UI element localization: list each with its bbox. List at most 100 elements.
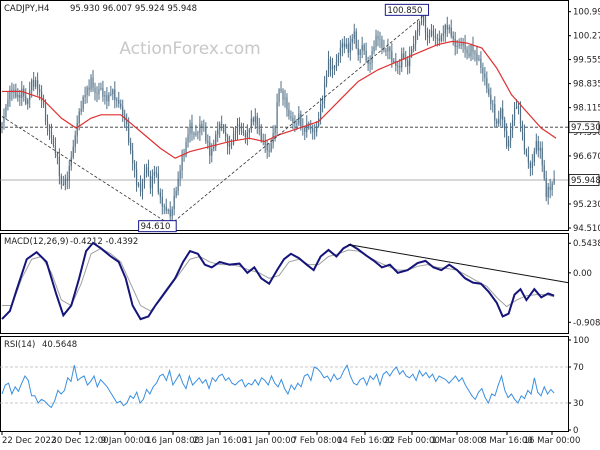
candle-body <box>549 186 551 190</box>
macd-panel-frame <box>0 233 569 334</box>
candle-body <box>521 123 524 133</box>
candle-body <box>102 88 104 97</box>
candle-body <box>86 87 88 95</box>
candle-body <box>304 127 306 132</box>
candle-body <box>128 124 130 143</box>
x-tick-label: 22 Dec 2022 <box>2 436 56 446</box>
candle-body <box>381 39 383 48</box>
candle-body <box>21 88 23 98</box>
candle-body <box>232 134 235 145</box>
candle-body <box>35 80 37 87</box>
candle-body <box>452 35 454 39</box>
candle-body <box>264 140 266 146</box>
candle-body <box>320 104 322 119</box>
rsi-y-tick-label: 30 <box>573 399 584 409</box>
candle-body <box>472 45 474 52</box>
candle-body <box>1 122 3 125</box>
candle-body <box>492 103 494 105</box>
macd-y-tick-label: 0.00 <box>573 269 592 279</box>
candle-body <box>137 183 140 186</box>
candle-body <box>225 132 227 137</box>
x-tick-label: 8 Mar 16:00 <box>481 436 532 446</box>
rsi-line <box>1 363 555 409</box>
candle-body <box>173 195 175 209</box>
candle-body <box>153 172 155 176</box>
candle-body <box>359 50 361 55</box>
candle-body <box>74 135 76 147</box>
candle-body <box>62 183 64 185</box>
candle-body <box>187 134 189 143</box>
price-tag: 95.948 <box>571 176 600 186</box>
candle-body <box>282 91 284 100</box>
candle-body <box>460 44 462 46</box>
candle-body <box>434 35 436 38</box>
rsi-title: RSI(14) <box>4 340 35 350</box>
chart-ohlc: 95.930 96.007 95.924 95.948 <box>70 4 197 14</box>
candle-body <box>488 88 490 95</box>
price-label-box <box>384 3 430 16</box>
candle-body <box>371 51 373 63</box>
candle-body <box>90 77 92 90</box>
candle-body <box>242 130 245 134</box>
candle-body <box>149 175 152 189</box>
candle-body <box>250 118 252 130</box>
candle-body <box>369 62 371 65</box>
candle-body <box>209 142 211 156</box>
rsi-y-tick-label: 100 <box>573 336 589 346</box>
candle-body <box>66 178 68 182</box>
candle-body <box>498 119 500 124</box>
candle-body <box>126 119 128 125</box>
candle-body <box>551 183 553 190</box>
candle-body <box>230 143 233 145</box>
candle-body <box>456 45 458 48</box>
candle-body <box>496 120 498 124</box>
price-tag-box <box>568 121 600 134</box>
rsi-y-tick-label: 70 <box>573 363 584 373</box>
candle-body <box>40 91 43 101</box>
candle-body <box>44 104 47 122</box>
candle-body <box>502 108 504 120</box>
candle-body <box>272 133 274 144</box>
x-tick-label: 22 Feb 00:00 <box>384 436 440 446</box>
candle-body <box>234 131 237 135</box>
candle-body <box>195 133 197 135</box>
candle-body <box>513 107 516 121</box>
price-trendline <box>1 116 171 225</box>
candle-body <box>274 127 276 134</box>
price-trendlines <box>1 16 423 225</box>
candle-body <box>135 169 138 186</box>
candle-body <box>446 25 448 30</box>
candle-body <box>199 124 201 133</box>
candle-body <box>331 66 334 70</box>
candle-body <box>375 36 377 47</box>
candle-body <box>351 38 353 43</box>
rsi-y-tick-label: 0 <box>573 426 578 436</box>
candle-body <box>470 45 472 57</box>
candle-body <box>379 39 381 40</box>
candle-body <box>181 155 183 171</box>
price-horizontal-lines <box>0 126 568 181</box>
candle-body <box>120 103 122 107</box>
candle-body <box>525 149 528 155</box>
macd-values: -0.4212 -0.4392 <box>70 237 138 247</box>
candle-body <box>262 140 264 141</box>
candle-body <box>147 167 150 176</box>
candle-body <box>294 122 296 124</box>
candle-body <box>345 43 347 48</box>
candle-body <box>468 53 470 57</box>
candle-body <box>31 80 33 91</box>
candle-body <box>314 131 316 133</box>
candle-body <box>442 33 444 36</box>
candle-body <box>316 126 318 132</box>
candle-body <box>139 183 142 192</box>
candle-body <box>213 146 215 149</box>
candle-body <box>25 96 27 104</box>
candle-body <box>391 51 393 63</box>
candle-body <box>236 124 239 132</box>
candle-body <box>185 142 187 157</box>
candle-body <box>355 31 357 48</box>
macd-y-tick-label: 0.5438 <box>573 239 600 249</box>
candle-body <box>118 99 120 104</box>
candle-body <box>422 15 425 22</box>
candle-body <box>329 58 332 70</box>
